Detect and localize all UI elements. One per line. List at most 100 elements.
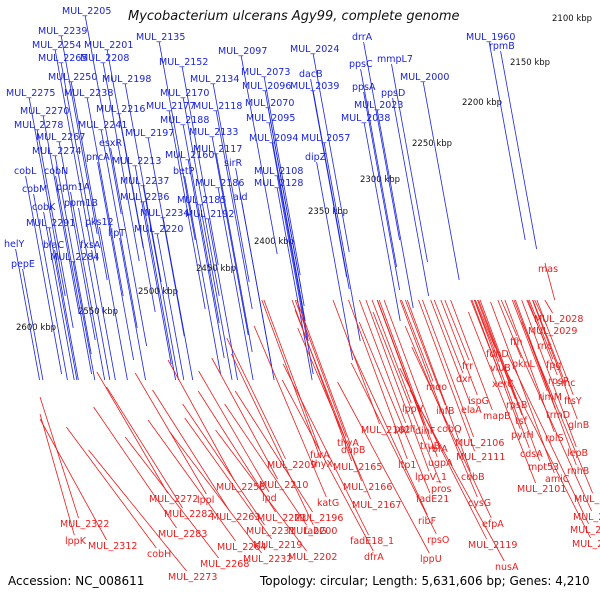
forward-gene-label: MUL_2267 — [36, 132, 85, 143]
reverse-gene-leader — [521, 299, 577, 448]
reverse-gene-leader — [147, 419, 236, 542]
forward-gene-leader — [268, 122, 306, 322]
forward-gene-label: fxsA — [80, 240, 101, 251]
forward-gene-label: MUL_2097 — [218, 46, 267, 57]
reverse-gene-label: MUL_2231 — [246, 526, 295, 537]
forward-gene-leader — [54, 155, 92, 355]
forward-gene-leader — [118, 113, 156, 313]
forward-gene-label: ppsC — [349, 59, 373, 70]
reverse-gene-label: MUL_2263 — [211, 512, 260, 523]
forward-gene-label: MUL_2039 — [290, 81, 339, 92]
forward-gene-leader — [97, 161, 134, 361]
reverse-gene-leader — [478, 299, 523, 416]
reverse-gene-label: rplS — [545, 433, 564, 444]
forward-gene-label: sirR — [224, 158, 242, 169]
reverse-gene-label: MUL_2111 — [456, 452, 505, 463]
reverse-gene-leader — [409, 389, 505, 562]
forward-gene-label: MUL_2254 — [32, 40, 81, 51]
reverse-gene-leader — [440, 299, 478, 396]
reverse-gene-leader — [215, 429, 307, 552]
forward-gene-leader — [241, 201, 275, 381]
reverse-gene-label: ftsY — [564, 396, 582, 407]
reverse-gene-label: MUL_2028 — [534, 314, 583, 325]
reverse-gene-leader — [513, 299, 556, 410]
reverse-gene-leader — [521, 321, 593, 494]
forward-gene-leader — [363, 91, 400, 291]
reverse-gene-leader — [124, 436, 219, 559]
forward-gene-leader — [500, 50, 537, 250]
reverse-gene-label: MUL_2268 — [200, 559, 249, 570]
forward-gene-leader — [142, 185, 179, 381]
forward-gene-leader — [54, 49, 92, 249]
forward-gene-label: MUL_2213 — [112, 156, 161, 167]
forward-gene-label: MUL_2186 — [195, 178, 244, 189]
reverse-gene-leader — [182, 403, 265, 526]
topology-label: Topology: circular; Length: 5,631,606 bp… — [260, 574, 590, 588]
reverse-gene-label: frr — [462, 361, 473, 372]
reverse-gene-leader — [433, 299, 464, 374]
reverse-gene-leader — [211, 357, 278, 480]
reverse-gene-label: rnc — [537, 341, 552, 352]
forward-gene-label: betP — [173, 166, 195, 177]
reverse-gene-leader — [474, 299, 496, 349]
reverse-gene-label: MUL_2101 — [517, 484, 566, 495]
reverse-gene-label: fadE21 — [416, 494, 449, 505]
forward-gene-leader — [392, 97, 429, 297]
kbp-tick-label: 2300 kbp — [360, 175, 400, 185]
forward-gene-leader — [162, 217, 194, 381]
reverse-gene-leader — [167, 359, 235, 482]
forward-gene-leader — [124, 83, 162, 283]
forward-gene-label: MUL_2133 — [189, 127, 238, 138]
forward-gene-label: pks12 — [85, 217, 114, 228]
reverse-gene-leader — [281, 379, 374, 552]
forward-gene-leader — [70, 191, 106, 381]
forward-gene-leader — [147, 137, 185, 337]
reverse-gene-leader — [106, 386, 183, 509]
reverse-gene-leader — [497, 299, 522, 359]
forward-gene-leader — [91, 249, 116, 381]
reverse-gene-leader — [226, 337, 286, 460]
forward-gene-leader — [42, 115, 80, 315]
reverse-gene-label: glnB — [568, 420, 589, 431]
reverse-gene-label: pptII — [394, 424, 415, 435]
forward-gene-label: MUL_2135 — [136, 32, 185, 43]
forward-gene-label: MUL_2188 — [160, 115, 209, 126]
forward-gene-leader — [158, 41, 196, 241]
forward-gene-leader — [181, 66, 219, 266]
forward-gene-label: MUL_2128 — [254, 178, 303, 189]
forward-gene-label: MUL_2198 — [102, 74, 151, 85]
forward-gene-label: MUL_2205 — [62, 6, 111, 17]
reverse-gene-label: MUL_2258 — [216, 482, 265, 493]
reverse-gene-label: MUL_2090 — [572, 539, 600, 550]
reverse-gene-label: thyX — [311, 459, 333, 470]
reverse-gene-label: lepB — [567, 448, 588, 459]
reverse-gene-label: MUL_2167 — [352, 500, 401, 511]
reverse-gene-leader — [405, 299, 446, 406]
reverse-gene-label: MUL_2282 — [164, 509, 213, 520]
forward-gene-leader — [323, 142, 361, 342]
forward-gene-label: MUL_2094 — [249, 133, 298, 144]
forward-gene-label: dipZ — [305, 152, 327, 163]
reverse-gene-label: MUL_2219 — [253, 540, 302, 551]
reverse-gene-label: MUL_2273 — [168, 572, 217, 583]
reverse-gene-leader — [372, 311, 441, 484]
forward-gene-label: MUL_2237 — [120, 176, 169, 187]
reverse-gene-label: lppV — [402, 404, 424, 415]
reverse-gene-label: rpsP — [548, 376, 569, 387]
forward-gene-leader — [84, 15, 122, 215]
reverse-gene-label: dapB — [341, 445, 365, 456]
reverse-gene-leader — [503, 366, 591, 539]
kbp-tick-label: 2350 kbp — [308, 207, 348, 217]
forward-gene-leader — [271, 142, 309, 342]
reverse-gene-leader — [337, 381, 430, 554]
forward-gene-label: MUL_2278 — [14, 120, 63, 131]
reverse-gene-leader — [198, 370, 270, 493]
forward-gene-label: lipT — [108, 228, 125, 239]
reverse-gene-label: fdhD — [486, 349, 509, 360]
reverse-gene-label: cysG — [468, 498, 491, 509]
reverse-gene-leader — [297, 327, 371, 500]
reverse-gene-leader — [359, 299, 406, 424]
reverse-gene-leader — [406, 299, 471, 472]
forward-gene-label: MUL_2134 — [190, 74, 239, 85]
forward-gene-leader — [276, 175, 314, 375]
